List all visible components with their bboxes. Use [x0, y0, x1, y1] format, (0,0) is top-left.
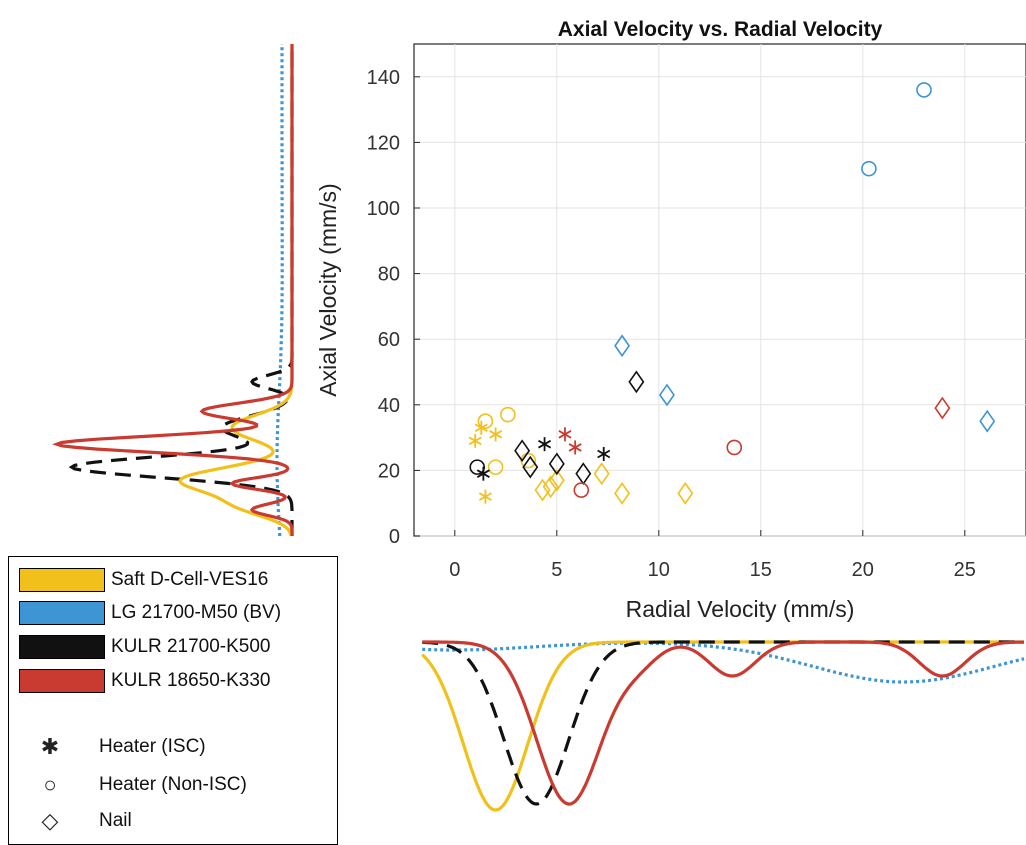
axial-distribution-curve — [68, 44, 294, 536]
diamond-data-point — [658, 383, 675, 407]
diamond-data-point — [514, 439, 531, 463]
y-tick-label: 140 — [367, 67, 400, 89]
legend-label: Heater (ISC) — [99, 736, 206, 757]
diamond-data-point — [593, 462, 610, 486]
star-data-point — [558, 427, 572, 442]
y-tick-label: 80 — [378, 264, 400, 286]
legend-item-heater-non-isc: ○ Heater (Non-ISC) — [25, 772, 247, 798]
circle-data-point — [726, 439, 743, 456]
legend-label: Heater (Non-ISC) — [99, 774, 247, 795]
legend-swatch — [19, 669, 105, 693]
diamond-marker-icon: ◇ — [41, 808, 59, 833]
circle-data-point — [487, 459, 504, 475]
legend-label: Nail — [99, 810, 132, 831]
star-data-point — [597, 447, 611, 461]
legend-item-heater-isc: ✱ Heater (ISC) — [25, 734, 206, 760]
legend-item-saft: Saft D-Cell-VES16 — [19, 567, 268, 593]
star-data-point — [468, 433, 482, 448]
x-axis-label: Radial Velocity (mm/s) — [626, 596, 855, 622]
axial-velocity-distribution-plot — [52, 44, 294, 537]
circle-data-point — [916, 82, 932, 98]
legend-swatch — [19, 635, 105, 659]
circle-data-point — [500, 406, 516, 423]
diamond-data-point — [677, 481, 694, 505]
legend-item-nail: ◇ Nail — [25, 808, 132, 834]
legend-swatch — [19, 568, 105, 592]
axis-ticks: 0 5 10 15 20 25 0 20 40 60 80 100 120 140 — [367, 67, 976, 581]
y-tick-label: 60 — [378, 329, 400, 351]
radial-distribution-curve — [421, 640, 1024, 812]
y-tick-label: 0 — [389, 526, 400, 548]
y-tick-label: 20 — [378, 460, 400, 482]
legend-label: LG 21700-M50 (BV) — [111, 602, 282, 623]
scatter-plot: 0 5 10 15 20 25 0 20 40 60 80 100 120 140 Axial Veloc… — [315, 18, 1026, 622]
diamond-data-point — [548, 452, 565, 476]
legend-item-kulr-k330: KULR 18650-K330 — [19, 668, 271, 694]
circle-data-point — [477, 413, 494, 430]
diamond-data-point — [614, 481, 631, 505]
y-tick-label: 120 — [367, 132, 400, 154]
diamond-data-point — [628, 370, 645, 394]
legend-label: KULR 21700-K500 — [111, 636, 271, 657]
legend-item-kulr-k500: KULR 21700-K500 — [19, 634, 271, 660]
chart-title: Axial Velocity vs. Radial Velocity — [558, 18, 883, 41]
legend-swatch — [19, 601, 105, 625]
grid — [414, 44, 1026, 537]
x-tick-label: 5 — [551, 559, 562, 581]
y-axis-label: Axial Velocity (mm/s) — [315, 183, 341, 396]
legend-label: KULR 18650-K330 — [111, 670, 271, 691]
x-tick-label: 15 — [750, 559, 772, 581]
legend-item-lg: LG 21700-M50 (BV) — [19, 600, 281, 626]
axial-distribution-curve — [275, 44, 284, 536]
x-tick-label: 10 — [648, 559, 670, 581]
star-data-point — [568, 440, 582, 455]
circle-data-point — [469, 459, 486, 475]
radial-velocity-distribution-plot — [421, 640, 1025, 812]
x-tick-label: 20 — [852, 559, 874, 581]
data-points — [468, 82, 996, 505]
diamond-data-point — [542, 475, 559, 499]
diamond-data-point — [548, 468, 565, 492]
star-marker-icon: ✱ — [40, 734, 60, 759]
legend: Saft D-Cell-VES16 LG 21700-M50 (BV) KULR… — [8, 556, 338, 845]
star-data-point — [478, 489, 492, 504]
x-tick-label: 25 — [954, 559, 976, 581]
radial-distribution-curve — [422, 641, 1025, 684]
radial-distribution-curve — [422, 640, 1024, 806]
circle-marker-icon: ○ — [43, 772, 57, 797]
star-data-point — [489, 427, 503, 442]
diamond-data-point — [534, 478, 551, 502]
radial-distribution-curve — [422, 640, 1024, 806]
x-tick-label: 0 — [449, 559, 460, 581]
diamond-data-point — [934, 396, 951, 420]
circle-data-point — [861, 160, 877, 177]
legend-label: Saft D-Cell-VES16 — [111, 569, 269, 590]
diamond-data-point — [979, 409, 996, 433]
star-data-point — [538, 437, 552, 452]
plot-area — [413, 43, 1026, 537]
diamond-data-point — [614, 334, 631, 358]
y-tick-label: 100 — [367, 198, 400, 220]
axial-distribution-curve — [52, 44, 294, 536]
circle-data-point — [573, 482, 590, 498]
diamond-data-point — [522, 455, 539, 479]
y-tick-label: 40 — [378, 395, 400, 417]
